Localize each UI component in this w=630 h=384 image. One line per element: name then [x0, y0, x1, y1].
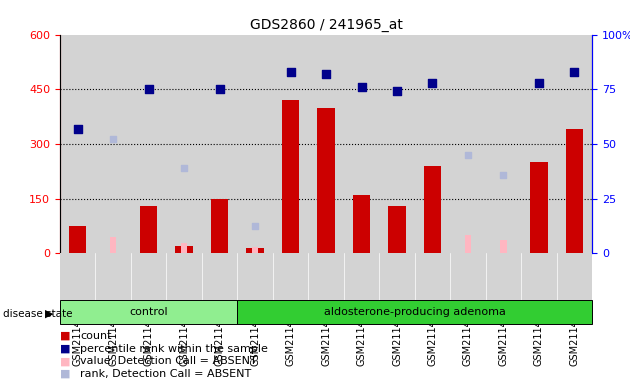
Bar — [252, 247, 258, 253]
Text: aldosterone-producing adenoma: aldosterone-producing adenoma — [324, 307, 506, 317]
Point — [392, 88, 402, 94]
Point — [250, 223, 260, 229]
Point — [108, 136, 118, 142]
Bar — [238, 300, 592, 324]
Bar — [317, 108, 335, 253]
Text: ■: ■ — [60, 369, 71, 379]
Bar — [282, 100, 299, 253]
Point — [498, 172, 508, 178]
Text: rank, Detection Call = ABSENT: rank, Detection Call = ABSENT — [80, 369, 251, 379]
Bar — [423, 166, 442, 253]
Bar — [500, 240, 507, 253]
Text: value, Detection Call = ABSENT: value, Detection Call = ABSENT — [80, 356, 257, 366]
Text: control: control — [129, 307, 168, 317]
Point — [463, 152, 473, 158]
Bar — [110, 237, 116, 253]
Point — [72, 126, 83, 132]
Point — [285, 69, 295, 75]
Point — [534, 79, 544, 86]
Point — [357, 84, 367, 90]
Bar — [140, 206, 158, 253]
Bar — [530, 162, 548, 253]
Point — [427, 79, 437, 86]
Text: ■: ■ — [60, 331, 71, 341]
Text: ■: ■ — [60, 356, 71, 366]
Point — [179, 165, 189, 171]
Text: percentile rank within the sample: percentile rank within the sample — [80, 344, 268, 354]
Bar — [246, 248, 264, 253]
Bar — [210, 199, 229, 253]
Bar — [353, 195, 370, 253]
Bar — [181, 243, 187, 253]
Text: ▶: ▶ — [45, 309, 54, 319]
Text: ■: ■ — [60, 344, 71, 354]
Bar — [69, 226, 86, 253]
Text: disease state: disease state — [3, 309, 72, 319]
Bar — [60, 300, 238, 324]
Bar — [566, 129, 583, 253]
Bar — [465, 235, 471, 253]
Point — [321, 71, 331, 77]
Text: count: count — [80, 331, 112, 341]
Point — [144, 86, 154, 93]
Bar — [388, 206, 406, 253]
Title: GDS2860 / 241965_at: GDS2860 / 241965_at — [249, 18, 403, 32]
Bar — [175, 246, 193, 253]
Point — [570, 69, 580, 75]
Point — [214, 86, 224, 93]
